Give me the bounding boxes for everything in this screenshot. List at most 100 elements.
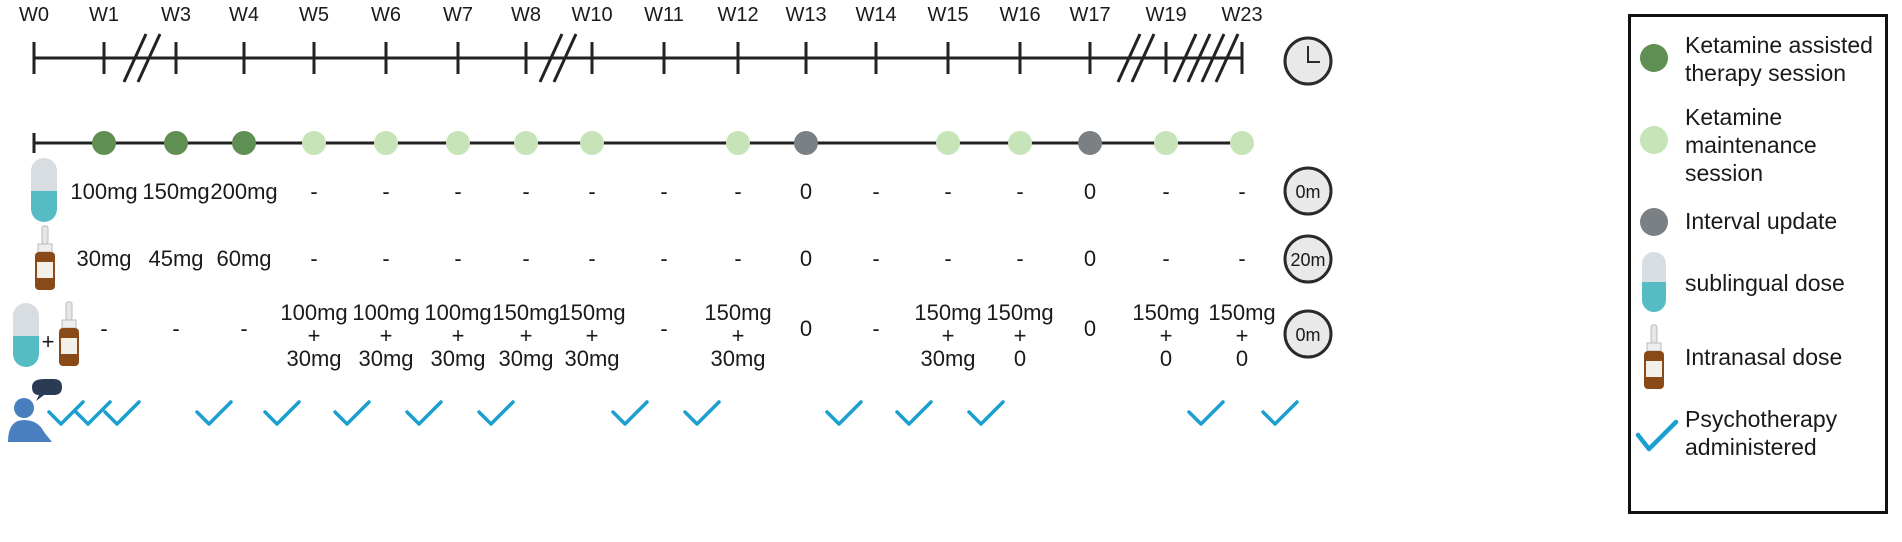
- maintenance-session-marker: [1154, 131, 1178, 155]
- week-label: W4: [229, 4, 259, 26]
- sublingual-dose-value: 0: [800, 179, 812, 204]
- combined-dose-sublingual: 150mg: [1132, 300, 1199, 325]
- psychotherapy-checkmark: [611, 400, 649, 426]
- sublingual-dose-value: 0: [1084, 179, 1096, 204]
- combined-dose-sublingual: 150mg: [558, 300, 625, 325]
- capsule-top: [31, 158, 57, 191]
- combined-dose-sublingual: 150mg: [986, 300, 1053, 325]
- combined-dose-intranasal: 0: [1160, 346, 1172, 371]
- legend-item-psychotherapy: Psychotherapy administered: [1631, 405, 1885, 465]
- nasal-spray-bottle-icon: [1644, 324, 1664, 389]
- week-label: W13: [785, 4, 826, 26]
- legend-item-sublingual: sublingual dose: [1631, 249, 1885, 315]
- maintenance-session-marker: [726, 131, 750, 155]
- sublingual-dose-value: 150mg: [142, 179, 209, 204]
- intranasal-dose-value: -: [1162, 246, 1169, 271]
- week-label: W5: [299, 4, 329, 26]
- spray-collar: [61, 319, 77, 329]
- maintenance-session-marker: [302, 131, 326, 155]
- week-label: W0: [19, 4, 49, 26]
- intranasal-dose-value: 0: [800, 246, 812, 271]
- maintenance-session-marker-icon: [1640, 126, 1668, 154]
- psychotherapy-checkmark: [74, 400, 112, 426]
- intranasal-dose-value: 60mg: [216, 246, 271, 271]
- clock-icon: [1283, 36, 1333, 86]
- combined-dose-value: -: [100, 316, 107, 341]
- intranasal-dose-value: -: [382, 246, 389, 271]
- combined-bottle-icon: [59, 301, 79, 366]
- intranasal-dose-value: -: [1016, 246, 1023, 271]
- checkmark-icon: [1635, 419, 1679, 452]
- maintenance-session-marker: [374, 131, 398, 155]
- combined-plus-sign: +: [42, 329, 55, 354]
- psychotherapy-checkmark: [195, 400, 233, 426]
- duration-badge-label: 0m: [1295, 325, 1320, 345]
- sublingual-dose-value: -: [944, 179, 951, 204]
- maintenance-session-marker: [1230, 131, 1254, 155]
- sublingual-dose-value: -: [382, 179, 389, 204]
- week-label: W7: [443, 4, 473, 26]
- speech-bubble: [32, 379, 62, 401]
- combined-dose-intranasal: 30mg: [564, 346, 619, 371]
- axis-break-mark: [1200, 33, 1226, 83]
- therapy-session-marker: [232, 131, 256, 155]
- capsule-bottom: [13, 336, 39, 367]
- week-label: W6: [371, 4, 401, 26]
- combined-dose-plus: +: [308, 323, 321, 348]
- therapy-session-marker: [92, 131, 116, 155]
- intranasal-dose-value: 30mg: [76, 246, 131, 271]
- combined-dose-plus: +: [380, 323, 393, 348]
- sublingual-dose-value: -: [1016, 179, 1023, 204]
- combined-dose-plus: +: [1160, 323, 1173, 348]
- intranasal-dose-value: -: [734, 246, 741, 271]
- spray-nozzle: [65, 301, 73, 321]
- maintenance-session-marker: [1008, 131, 1032, 155]
- capsule-top: [13, 303, 39, 336]
- combined-dose-intranasal: 30mg: [710, 346, 765, 371]
- week-label: W15: [927, 4, 968, 26]
- psychotherapy-checkmark: [477, 400, 515, 426]
- intranasal-dose-value: -: [872, 246, 879, 271]
- intranasal-dose-value: 0: [1084, 246, 1096, 271]
- legend-label-sublingual: sublingual dose: [1685, 270, 1845, 296]
- maintenance-session-marker: [936, 131, 960, 155]
- legend: Ketamine assisted therapy session Ketami…: [1628, 14, 1888, 514]
- combined-dose-plus: +: [1236, 323, 1249, 348]
- combined-dose-sublingual: 100mg: [352, 300, 419, 325]
- therapy-session-marker: [164, 131, 188, 155]
- maintenance-session-marker: [446, 131, 470, 155]
- axis-break-mark: [1186, 33, 1212, 83]
- psychotherapy-checkmark: [263, 400, 301, 426]
- sublingual-dose-value: 200mg: [210, 179, 277, 204]
- intranasal-dose-value: 45mg: [148, 246, 203, 271]
- intranasal-dose-value: -: [660, 246, 667, 271]
- intranasal-dose-value: -: [944, 246, 951, 271]
- legend-maintenance-dot: [1640, 126, 1668, 154]
- interval-session-marker: [794, 131, 818, 155]
- intranasal-dose-value: -: [310, 246, 317, 271]
- axis-break-mark: [1130, 33, 1156, 83]
- sublingual-capsule-icon: [31, 158, 57, 222]
- interval-session-marker: [1078, 131, 1102, 155]
- duration-badge: [1283, 309, 1333, 359]
- axis-break-mark: [538, 33, 564, 83]
- axis-break-mark: [1116, 33, 1142, 83]
- sublingual-dose-value: -: [1162, 179, 1169, 204]
- capsule-bottom: [31, 191, 57, 222]
- combined-dose-value: -: [240, 316, 247, 341]
- week-label: W12: [717, 4, 758, 26]
- person-head: [14, 398, 34, 418]
- combined-dose-intranasal: 30mg: [498, 346, 553, 371]
- combined-dose-value: -: [872, 316, 879, 341]
- psychotherapy-checkmark: [1187, 400, 1225, 426]
- legend-label-psychotherapy: Psychotherapy administered: [1685, 406, 1838, 460]
- axis-break-mark: [122, 33, 148, 83]
- axis-break-mark: [1172, 33, 1198, 83]
- legend-label-therapy: Ketamine assisted therapy session: [1685, 32, 1873, 86]
- spray-nozzle: [41, 225, 49, 245]
- week-label: W19: [1145, 4, 1186, 26]
- psychotherapy-checkmark: [967, 400, 1005, 426]
- legend-item-maintenance: Ketamine maintenance session: [1631, 103, 1885, 187]
- sublingual-dose-value: -: [588, 179, 595, 204]
- combined-dose-sublingual: 150mg: [492, 300, 559, 325]
